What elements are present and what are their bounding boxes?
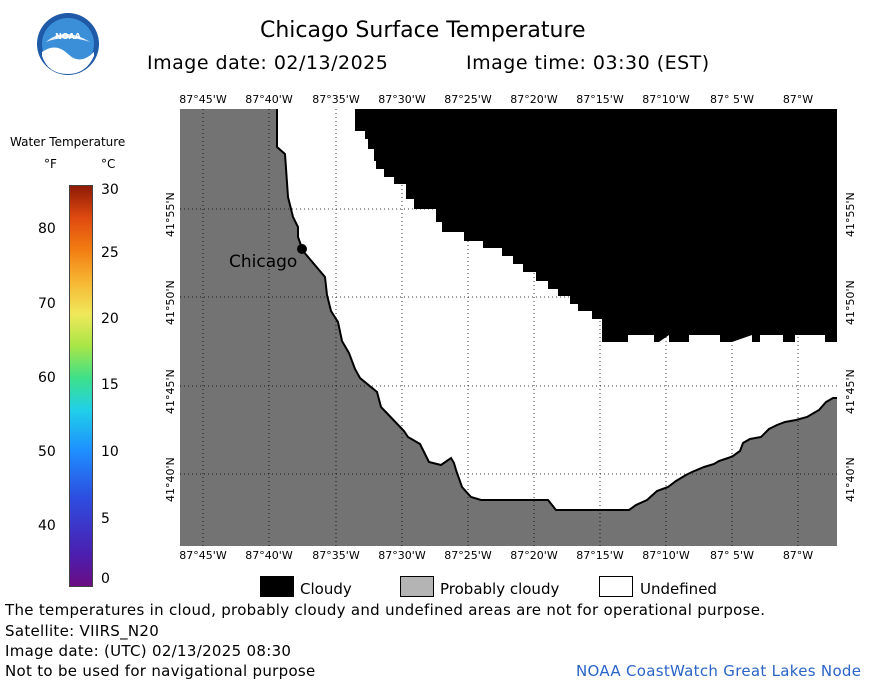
- credit-link[interactable]: NOAA CoastWatch Great Lakes Node: [576, 662, 862, 680]
- graticule: [180, 109, 837, 546]
- lon-label-bottom: 87°15'W: [576, 549, 624, 562]
- lon-label-bottom: 87° 5'W: [710, 549, 754, 562]
- colorbar-f-tick: 80: [38, 221, 56, 237]
- colorbar-f-tick: 50: [38, 444, 56, 460]
- lat-label-right: 41°50'N: [844, 280, 857, 325]
- image-date: Image date: 02/13/2025: [147, 52, 389, 74]
- cloudy-area: [355, 109, 837, 342]
- satellite-text: Satellite: VIIRS_N20: [5, 622, 160, 640]
- lat-label-right: 41°40'N: [844, 457, 857, 502]
- lat-label-right: 41°55'N: [844, 192, 857, 237]
- colorbar-c-tick: 10: [101, 444, 119, 460]
- lon-label-top: 87°40'W: [245, 93, 293, 106]
- lon-label-top: 87°25'W: [444, 93, 492, 106]
- lon-label-top: 87°35'W: [312, 93, 360, 106]
- colorbar-c-tick: 15: [101, 377, 119, 393]
- colorbar-f-tick: 40: [38, 518, 56, 534]
- lon-label-top: 87°45'W: [179, 93, 227, 106]
- lat-label-left: 41°40'N: [164, 457, 177, 502]
- navigation-warning: Not to be used for navigational purpose: [5, 662, 316, 680]
- legend-label-cloudy: Cloudy: [300, 580, 352, 598]
- map-panel: Chicago: [180, 109, 837, 546]
- image-time: Image time: 03:30 (EST): [466, 52, 710, 74]
- lon-label-top: 87°10'W: [642, 93, 690, 106]
- legend-swatch-cloudy: [260, 576, 294, 597]
- legend-label-undefined: Undefined: [640, 580, 717, 598]
- lon-label-bottom: 87°20'W: [510, 549, 558, 562]
- colorbar-c-tick: 20: [101, 311, 119, 327]
- colorbar-unit-c: °C: [101, 157, 116, 171]
- colorbar-f-tick: 60: [38, 370, 56, 386]
- colorbar-c-tick: 30: [101, 182, 119, 198]
- colorbar-c-tick: 5: [101, 511, 110, 527]
- utc-date-text: Image date: (UTC) 02/13/2025 08:30: [5, 642, 292, 660]
- chicago-marker: [297, 244, 307, 254]
- colorbar-f-tick: 70: [38, 296, 56, 312]
- city-label-chicago: Chicago: [229, 252, 298, 272]
- lon-label-top: 87°15'W: [576, 93, 624, 106]
- lon-label-top: 87° 5'W: [710, 93, 754, 106]
- lon-label-bottom: 87°35'W: [312, 549, 360, 562]
- lat-label-left: 41°45'N: [164, 369, 177, 414]
- colorbar-c-tick: 0: [101, 571, 110, 587]
- legend-swatch-probably-cloudy: [400, 576, 434, 597]
- colorbar: [69, 185, 93, 587]
- page-title: Chicago Surface Temperature: [260, 18, 586, 43]
- lon-label-bottom: 87°W: [782, 549, 814, 562]
- disclaimer-text: The temperatures in cloud, probably clou…: [5, 601, 766, 619]
- colorbar-c-tick: 25: [101, 245, 119, 261]
- lon-label-bottom: 87°45'W: [179, 549, 227, 562]
- lon-label-top: 87°W: [782, 93, 814, 106]
- lon-label-bottom: 87°25'W: [444, 549, 492, 562]
- lon-label-bottom: 87°10'W: [642, 549, 690, 562]
- lon-label-top: 87°30'W: [378, 93, 426, 106]
- land-area: [180, 109, 837, 546]
- colorbar-title: Water Temperature: [10, 135, 126, 149]
- lat-label-left: 41°50'N: [164, 280, 177, 325]
- lon-label-bottom: 87°30'W: [378, 549, 426, 562]
- legend-label-probably-cloudy: Probably cloudy: [440, 580, 560, 598]
- noaa-logo: NOAA: [36, 12, 100, 76]
- legend-swatch-undefined: [599, 576, 633, 597]
- lon-label-top: 87°20'W: [510, 93, 558, 106]
- noaa-logo-text: NOAA: [55, 32, 81, 41]
- lat-label-right: 41°45'N: [844, 369, 857, 414]
- lat-label-left: 41°55'N: [164, 192, 177, 237]
- lon-label-bottom: 87°40'W: [245, 549, 293, 562]
- colorbar-unit-f: °F: [44, 157, 57, 171]
